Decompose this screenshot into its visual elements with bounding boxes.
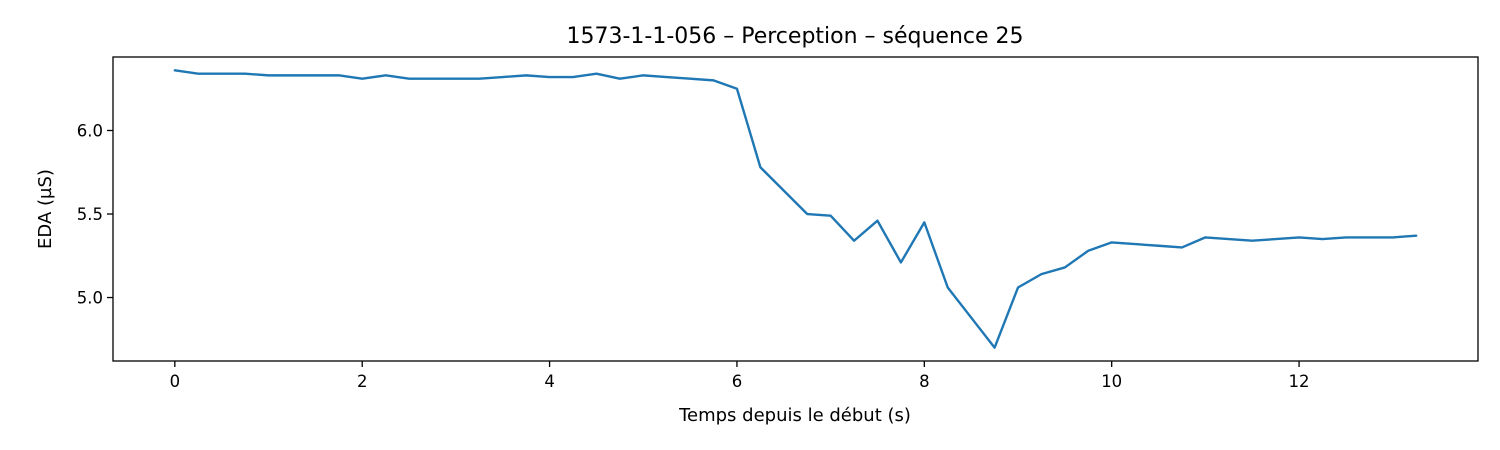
x-tick-label: 6 [732,372,743,391]
x-tick-label: 0 [170,372,181,391]
chart-title: 1573-1-1-056 – Perception – séquence 25 [566,24,1023,49]
x-axis: 0 2 4 6 8 10 12 [170,361,1310,391]
series-line-eda [173,69,1418,349]
plot-area [112,56,1479,362]
x-tick-label: 10 [1101,372,1122,391]
y-tick-label: 5.0 [77,289,103,308]
y-tick-label: 6.0 [77,121,103,140]
y-axis-label: EDA (µS) [35,169,56,249]
y-axis: 5.0 5.5 6.0 [77,121,113,308]
x-tick-label: 4 [544,372,555,391]
x-axis-label: Temps depuis le début (s) [678,405,911,426]
x-tick-label: 8 [919,372,930,391]
x-tick-label: 2 [357,372,368,391]
y-tick-label: 5.5 [77,205,103,224]
x-tick-label: 12 [1289,372,1310,391]
